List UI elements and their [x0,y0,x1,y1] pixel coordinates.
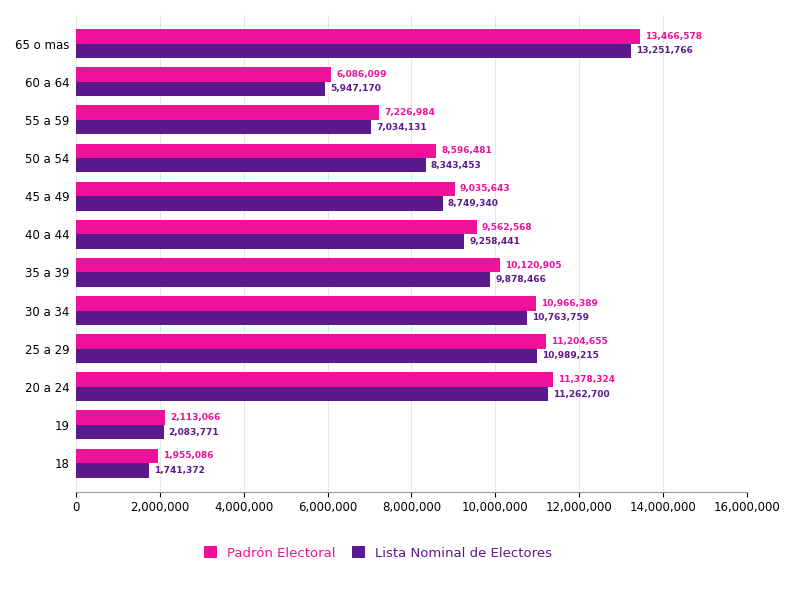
Text: 9,562,568: 9,562,568 [482,223,533,232]
Bar [76,196,443,210]
Text: 11,204,655: 11,204,655 [551,337,607,346]
Text: 10,120,905: 10,120,905 [506,260,562,270]
Text: 8,749,340: 8,749,340 [448,199,498,208]
Bar [76,258,500,273]
Bar [76,220,477,234]
Text: 7,034,131: 7,034,131 [376,123,427,132]
Text: 11,262,700: 11,262,700 [553,390,610,398]
Bar [76,106,379,120]
Text: 10,763,759: 10,763,759 [533,314,589,322]
Bar [76,349,537,363]
Text: 9,035,643: 9,035,643 [460,184,510,193]
Bar [76,120,371,134]
Text: 1,955,086: 1,955,086 [163,451,214,461]
Bar [76,67,332,82]
Text: 10,989,215: 10,989,215 [541,351,599,361]
Bar [76,143,436,158]
Text: 10,966,389: 10,966,389 [541,299,598,308]
Text: 13,251,766: 13,251,766 [637,46,693,56]
Text: 8,343,453: 8,343,453 [431,161,482,170]
Bar [76,273,491,287]
Bar [76,158,426,173]
Text: 11,378,324: 11,378,324 [558,375,615,384]
Bar [76,182,455,196]
Text: 7,226,984: 7,226,984 [384,108,435,117]
Bar [76,463,149,478]
Bar [76,372,553,387]
Bar [76,296,536,310]
Bar [76,411,165,425]
Bar [76,425,164,439]
Bar [76,82,325,96]
Bar [76,29,641,43]
Bar [76,43,631,58]
Text: 9,878,466: 9,878,466 [495,275,546,284]
Text: 9,258,441: 9,258,441 [469,237,520,246]
Text: 1,741,372: 1,741,372 [154,466,205,475]
Text: 8,596,481: 8,596,481 [441,146,492,156]
Bar [76,234,464,249]
Bar [76,387,549,401]
Bar [76,448,158,463]
Bar [76,310,527,325]
Text: 5,947,170: 5,947,170 [331,84,382,93]
Legend: Padrón Electoral, Lista Nominal de Electores: Padrón Electoral, Lista Nominal de Elect… [198,541,557,565]
Text: 6,086,099: 6,086,099 [336,70,387,79]
Text: 2,113,066: 2,113,066 [170,413,220,422]
Text: 13,466,578: 13,466,578 [646,32,703,41]
Text: 2,083,771: 2,083,771 [169,428,219,437]
Bar [76,334,545,349]
